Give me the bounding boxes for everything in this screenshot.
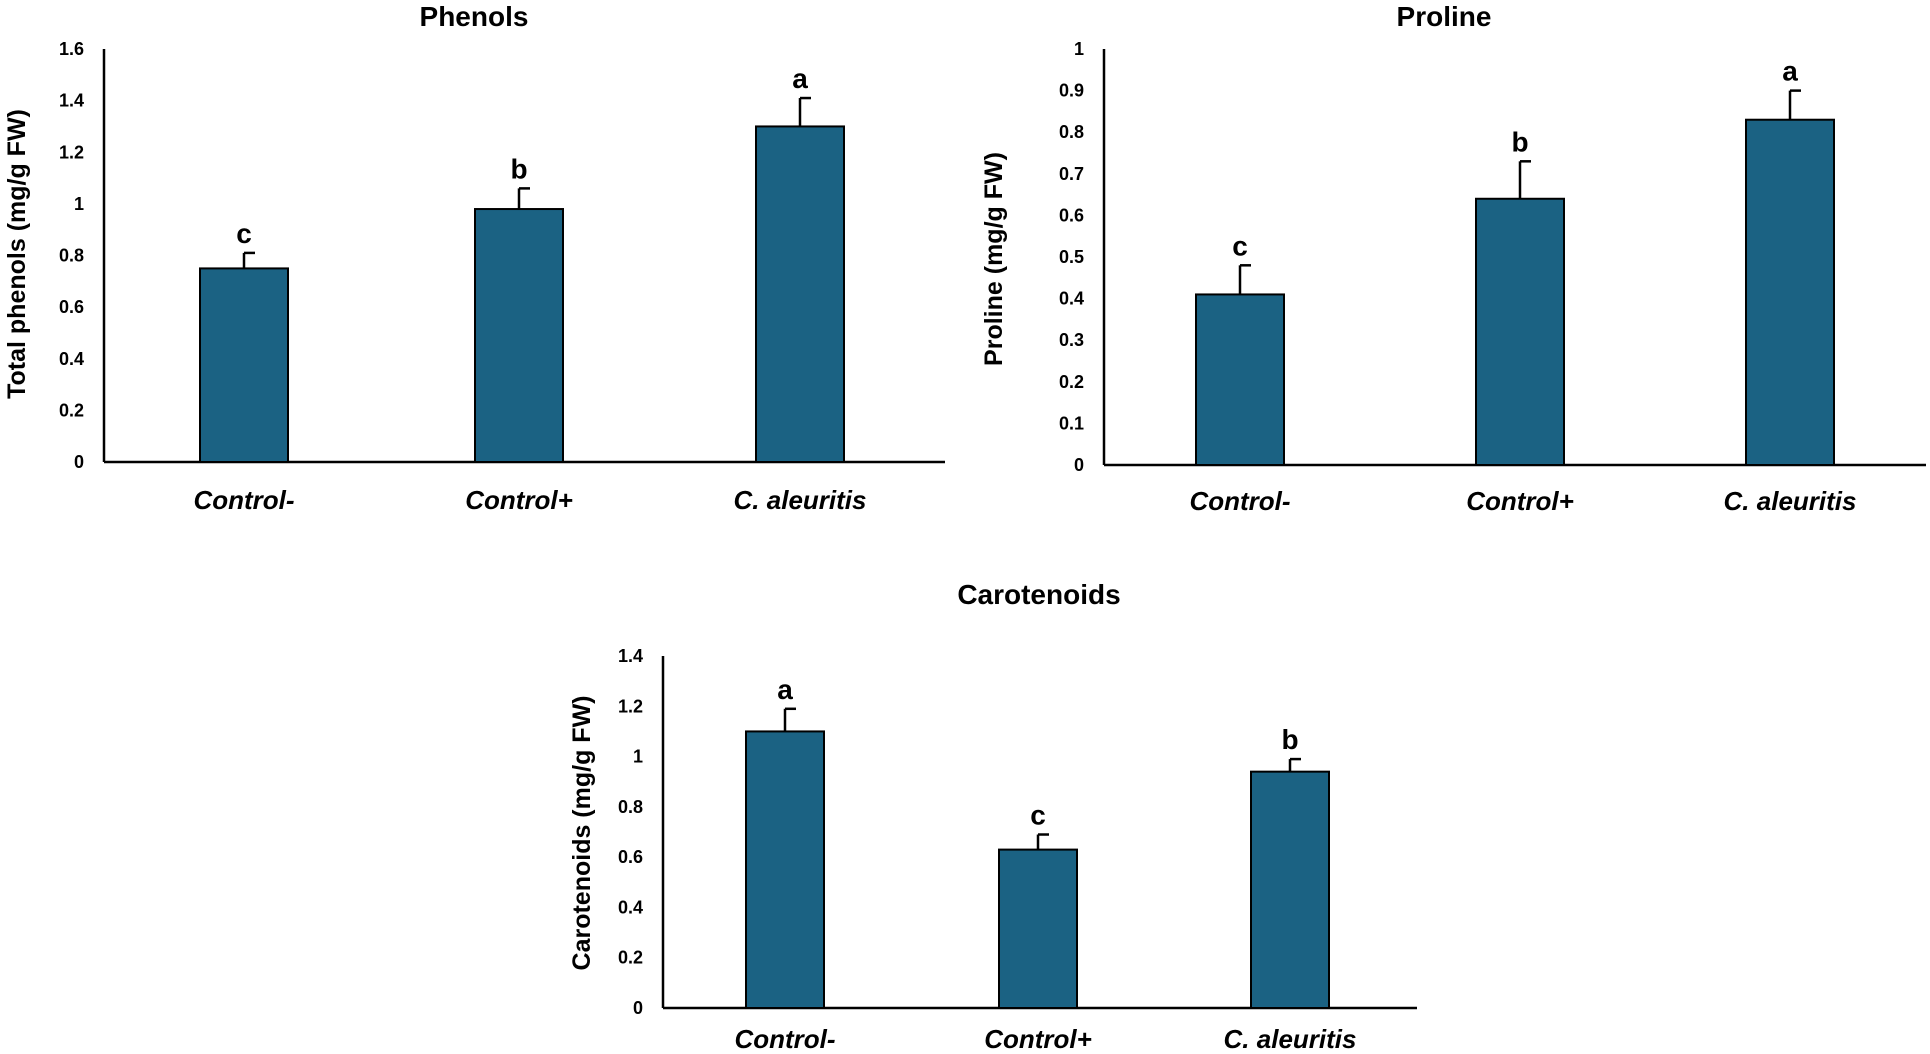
significance-letter: b [1281, 724, 1298, 755]
y-tick-label: 0 [1074, 455, 1084, 475]
y-tick-label: 0.4 [1059, 289, 1084, 309]
error-bar [783, 707, 796, 732]
bar [474, 208, 564, 463]
y-tick-label: 0.6 [618, 847, 643, 867]
significance-letter: c [1232, 230, 1248, 261]
y-tick-label: 1.6 [59, 39, 84, 59]
bar [998, 848, 1078, 1009]
bar [199, 267, 289, 463]
y-tick-label: 1.2 [59, 142, 84, 162]
y-tick-labels: 0 0.2 0.4 0.6 0.8 1 1.2 1.4 1.6 [59, 39, 84, 472]
category-label: Control+ [984, 1024, 1092, 1054]
error-bars [783, 707, 1301, 850]
y-tick-label: 1.4 [59, 91, 84, 111]
bars [745, 730, 1330, 1010]
significance-letters: c b a [1232, 56, 1798, 262]
error-bars [1238, 89, 1801, 295]
significance-letters: a c b [777, 674, 1298, 831]
error-bar [1518, 160, 1531, 199]
y-axis-label: Total phenols (mg/g FW) [3, 109, 31, 399]
category-labels: Control- Control+ C. aleuritis [734, 1024, 1356, 1054]
bar [1195, 293, 1285, 466]
category-labels: Control- Control+ C. aleuritis [1189, 486, 1856, 516]
y-tick-label: 0.5 [1059, 247, 1084, 267]
y-tick-label: 0.3 [1059, 330, 1084, 350]
category-label: Control- [1189, 486, 1290, 516]
y-tick-label: 0.7 [1059, 164, 1084, 184]
y-axis-label: Carotenoids (mg/g FW) [568, 696, 596, 971]
category-label: Control+ [465, 485, 573, 515]
y-tick-label: 1.2 [618, 696, 643, 716]
y-tick-labels: 0 0.1 0.2 0.3 0.4 0.5 0.6 0.7 0.8 0.9 1 [1059, 39, 1084, 475]
category-label: Control- [734, 1024, 835, 1054]
significance-letter: a [792, 63, 808, 94]
bars [1195, 118, 1835, 466]
chart-carotenoids: Carotenoids Carotenoids (mg/g FW) 0 0.2 0.… [568, 579, 1417, 1054]
error-bar [1036, 833, 1049, 850]
bars [199, 125, 845, 463]
y-tick-label: 0.4 [59, 349, 84, 369]
error-bar [1238, 264, 1251, 295]
y-tick-label: 1 [74, 194, 84, 214]
bar [1475, 197, 1565, 466]
error-bars [242, 96, 811, 269]
bar [755, 125, 845, 463]
significance-letter: a [1782, 56, 1798, 87]
y-tick-label: 0.6 [1059, 205, 1084, 225]
chart-proline: Proline Proline (mg/g FW) 00.10.20.30.40… [980, 1, 1926, 516]
y-tick-labels: 0 0.2 0.4 0.6 0.8 1 1.2 1.4 [618, 646, 643, 1018]
category-label: Control+ [1466, 486, 1574, 516]
y-tick-label: 0.6 [59, 297, 84, 317]
y-tick-label: 0.1 [1059, 413, 1084, 433]
y-tick-label: 1.4 [618, 646, 643, 666]
significance-letter: c [236, 218, 252, 249]
y-tick-label: 0.8 [618, 797, 643, 817]
significance-letters: c b a [236, 63, 808, 249]
y-tick-label: 0.2 [618, 948, 643, 968]
significance-letter: b [510, 153, 527, 184]
y-tick-label: 0.2 [59, 400, 84, 420]
bar [1250, 770, 1330, 1010]
y-tick-label: 0.9 [1059, 81, 1084, 101]
y-tick-label: 0.2 [1059, 372, 1084, 392]
significance-letter: b [1511, 126, 1528, 157]
y-tick-label: 0.8 [1059, 122, 1084, 142]
chart-phenols: Phenols Total phenols (mg/g FW) 00.20.40… [3, 1, 945, 515]
category-label: C. aleuritis [1224, 1024, 1357, 1054]
error-bar [242, 251, 255, 269]
error-bar [798, 96, 811, 127]
y-tick-label: 0 [74, 452, 84, 472]
y-tick-label: 0.4 [618, 897, 643, 917]
chart-title: Carotenoids [957, 579, 1120, 610]
category-label: C. aleuritis [1724, 486, 1857, 516]
y-tick-label: 0 [633, 998, 643, 1018]
error-bar [1288, 757, 1301, 772]
error-bar [517, 187, 530, 210]
y-tick-label: 1 [1074, 39, 1084, 59]
significance-letter: c [1030, 800, 1046, 831]
y-tick-label: 0.8 [59, 246, 84, 266]
category-labels: Control- Control+ C. aleuritis [193, 485, 866, 515]
significance-letter: a [777, 674, 793, 705]
chart-title: Phenols [420, 1, 529, 32]
bar [1745, 118, 1835, 466]
chart-title: Proline [1397, 1, 1492, 32]
error-bar [1788, 89, 1801, 120]
y-axis-label: Proline (mg/g FW) [980, 152, 1008, 366]
category-label: Control- [193, 485, 294, 515]
category-label: C. aleuritis [734, 485, 867, 515]
bar [745, 730, 825, 1010]
y-tick-label: 1 [633, 747, 643, 767]
